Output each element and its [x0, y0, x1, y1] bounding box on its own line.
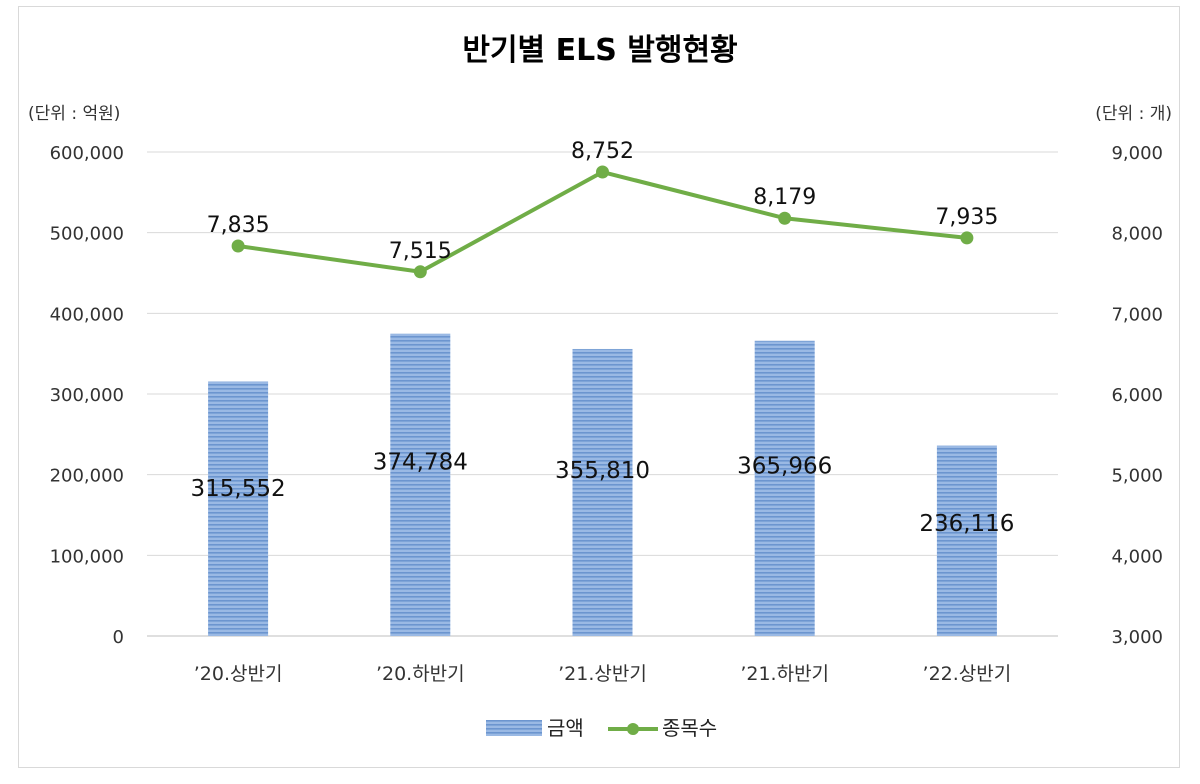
line-point [960, 231, 974, 245]
left-axis-tick-label: 500,000 [50, 224, 124, 245]
chart-title: 반기별 ELS 발행현황 [462, 33, 737, 68]
left-axis-tick-label: 100,000 [50, 546, 124, 567]
bar-amount [754, 340, 815, 636]
legend-line-label: 종목수 [662, 716, 717, 740]
bar-amount [208, 381, 269, 636]
line-data-label: 8,752 [571, 139, 634, 164]
right-axis-unit: (단위 : 개) [1095, 104, 1172, 124]
right-axis-tick-label: 3,000 [1111, 627, 1163, 648]
left-axis-unit: (단위 : 억원) [28, 104, 120, 124]
bar-amount [390, 333, 451, 636]
category-labels: ’20.상반기 ’20.하반기 ’21.상반기 ’21.하반기 ’22.상반기 [194, 663, 1012, 685]
right-axis-ticks: 3,000 4,000 5,000 6,000 7,000 8,000 9,000 [1111, 143, 1163, 648]
line-point [231, 239, 245, 253]
bar-data-label: 236,116 [919, 511, 1014, 537]
line-data-labels: 7,835 7,515 8,752 8,179 7,935 [207, 139, 999, 264]
left-axis-tick-label: 300,000 [50, 385, 124, 406]
category-label: ’22.상반기 [923, 663, 1012, 685]
left-axis-tick-label: 200,000 [50, 466, 124, 487]
line-series [231, 165, 974, 279]
line-data-label: 7,835 [207, 213, 270, 238]
legend-line-marker [627, 723, 639, 735]
line-point [596, 165, 609, 179]
bar-data-label: 365,966 [737, 454, 832, 480]
legend-bar-swatch [486, 720, 542, 736]
right-axis-tick-label: 6,000 [1111, 385, 1163, 406]
left-axis-ticks: 0 100,000 200,000 300,000 400,000 500,000 600,… [50, 143, 124, 648]
right-axis-tick-label: 5,000 [1111, 466, 1163, 487]
line-data-label: 7,515 [389, 239, 452, 264]
left-axis-tick-label: 600,000 [50, 143, 124, 164]
bar-data-label: 374,784 [373, 450, 468, 476]
left-axis-tick-label: 400,000 [50, 304, 124, 325]
bar-data-labels: 315,552 374,784 355,810 365,966 236,116 [191, 450, 1015, 538]
category-label: ’21.상반기 [558, 663, 647, 685]
left-axis-tick-label: 0 [113, 627, 124, 648]
line-data-label: 8,179 [753, 185, 816, 210]
right-axis-tick-label: 7,000 [1111, 304, 1163, 325]
bar-amount [572, 348, 633, 636]
right-axis-tick-label: 4,000 [1111, 546, 1163, 567]
right-axis-tick-label: 8,000 [1111, 224, 1163, 245]
category-label: ’20.상반기 [194, 663, 283, 685]
legend: 금액 종목수 [486, 716, 717, 740]
legend-bar-label: 금액 [547, 716, 584, 740]
category-label: ’20.하반기 [376, 663, 465, 685]
bar-data-label: 355,810 [555, 458, 650, 484]
line-point [413, 265, 427, 279]
bar-series [208, 333, 997, 636]
right-axis-tick-label: 9,000 [1111, 143, 1163, 164]
line-point [778, 211, 792, 225]
bar-amount [936, 445, 997, 636]
bar-data-label: 315,552 [191, 476, 286, 502]
category-label: ’21.하반기 [740, 663, 829, 685]
line-data-label: 7,935 [935, 205, 998, 230]
line-count-path [237, 170, 968, 274]
